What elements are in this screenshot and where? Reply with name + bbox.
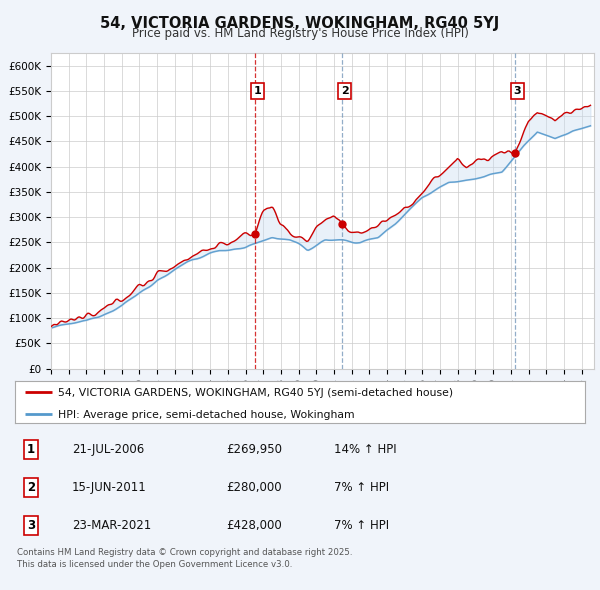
Text: 7% ↑ HPI: 7% ↑ HPI <box>334 519 389 532</box>
Text: 2: 2 <box>341 86 349 96</box>
Text: 15-JUN-2011: 15-JUN-2011 <box>72 481 147 494</box>
Text: 3: 3 <box>27 519 35 532</box>
Text: £280,000: £280,000 <box>226 481 281 494</box>
Text: 2: 2 <box>27 481 35 494</box>
Text: 21-JUL-2006: 21-JUL-2006 <box>72 443 144 456</box>
Text: 7% ↑ HPI: 7% ↑ HPI <box>334 481 389 494</box>
Text: 14% ↑ HPI: 14% ↑ HPI <box>334 443 397 456</box>
Text: £428,000: £428,000 <box>226 519 281 532</box>
Text: 3: 3 <box>514 86 521 96</box>
Text: HPI: Average price, semi-detached house, Wokingham: HPI: Average price, semi-detached house,… <box>58 409 355 419</box>
Text: Price paid vs. HM Land Registry's House Price Index (HPI): Price paid vs. HM Land Registry's House … <box>131 27 469 40</box>
Text: 54, VICTORIA GARDENS, WOKINGHAM, RG40 5YJ (semi-detached house): 54, VICTORIA GARDENS, WOKINGHAM, RG40 5Y… <box>58 388 453 398</box>
Text: Contains HM Land Registry data © Crown copyright and database right 2025.
This d: Contains HM Land Registry data © Crown c… <box>17 548 352 569</box>
Text: £269,950: £269,950 <box>226 443 282 456</box>
Text: 1: 1 <box>27 443 35 456</box>
Text: 1: 1 <box>254 86 262 96</box>
Text: 54, VICTORIA GARDENS, WOKINGHAM, RG40 5YJ: 54, VICTORIA GARDENS, WOKINGHAM, RG40 5Y… <box>100 16 500 31</box>
Text: 23-MAR-2021: 23-MAR-2021 <box>72 519 151 532</box>
